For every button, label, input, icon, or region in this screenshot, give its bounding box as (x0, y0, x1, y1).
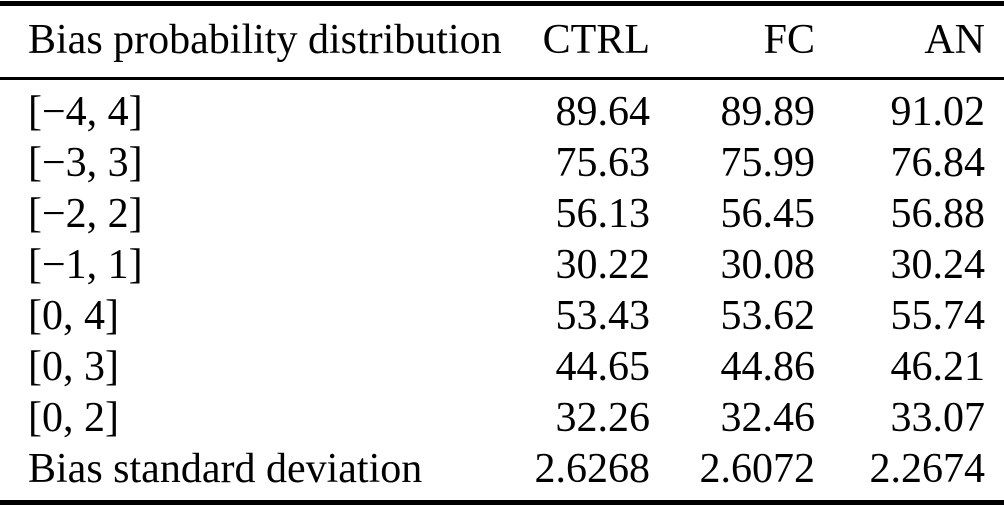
row-label-cell: [−2, 2] (28, 191, 143, 237)
value-cell-fc: 56.45 (720, 191, 816, 237)
value-cell-ctrl: 89.64 (555, 89, 651, 135)
row-label-cell: [−3, 3] (28, 140, 143, 186)
col-header-ctrl: CTRL (485, 3, 650, 80)
row-label-cell: Bias standard deviation (28, 446, 423, 492)
col-header-bias-probability-distribution: Bias probability distribution (0, 3, 502, 80)
table-row: [−3, 3] 75.63 75.99 76.84 (0, 138, 1004, 189)
row-label-cell: [−1, 1] (28, 242, 143, 288)
value-cell-an: 30.24 (890, 242, 986, 288)
value-cell-ctrl: 2.6268 (534, 446, 651, 492)
value-cell-fc: 75.99 (720, 140, 816, 186)
col-header-fc: FC (650, 3, 815, 80)
value-cell-ctrl: 44.65 (555, 344, 651, 390)
value-cell-ctrl: 56.13 (555, 191, 651, 237)
value-cell-fc: 89.89 (720, 89, 816, 135)
value-cell-ctrl: 53.43 (555, 293, 651, 339)
value-cell-an: 2.2674 (869, 446, 986, 492)
value-cell-fc: 53.62 (720, 293, 816, 339)
value-cell-fc: 2.6072 (699, 446, 816, 492)
table-row: [0, 3] 44.65 44.86 46.21 (0, 342, 1004, 393)
value-cell-an: 91.02 (890, 89, 986, 135)
value-cell-an: 55.74 (890, 293, 986, 339)
table-header-row: Bias probability distribution CTRL FC AN (0, 3, 1004, 80)
value-cell-an: 46.21 (890, 344, 986, 390)
value-cell-an: 76.84 (890, 140, 986, 186)
table-row: [−1, 1] 30.22 30.08 30.24 (0, 240, 1004, 291)
table-row: [0, 4] 53.43 53.62 55.74 (0, 291, 1004, 342)
table-header: Bias probability distribution CTRL FC AN (0, 3, 1004, 80)
row-label-cell: [0, 2] (28, 395, 119, 441)
value-cell-fc: 30.08 (720, 242, 816, 288)
value-cell-an: 33.07 (890, 395, 986, 441)
table-row: [−2, 2] 56.13 56.45 56.88 (0, 189, 1004, 240)
table-row: Bias standard deviation 2.6268 2.6072 2.… (0, 444, 1004, 503)
value-cell-ctrl: 32.26 (555, 395, 651, 441)
row-label-cell: [−4, 4] (28, 89, 143, 135)
table-row: [0, 2] 32.26 32.46 33.07 (0, 393, 1004, 444)
value-cell-an: 56.88 (890, 191, 986, 237)
value-cell-ctrl: 30.22 (555, 242, 651, 288)
table-body: [−4, 4] 89.64 89.89 91.02 [−3, 3] 75.63 … (0, 79, 1004, 503)
row-label-cell: [0, 4] (28, 293, 119, 339)
value-cell-fc: 32.46 (720, 395, 816, 441)
table-row: [−4, 4] 89.64 89.89 91.02 (0, 79, 1004, 139)
col-header-an: AN (815, 3, 1004, 80)
value-cell-ctrl: 75.63 (555, 140, 651, 186)
row-label-cell: [0, 3] (28, 344, 119, 390)
value-cell-fc: 44.86 (720, 344, 816, 390)
